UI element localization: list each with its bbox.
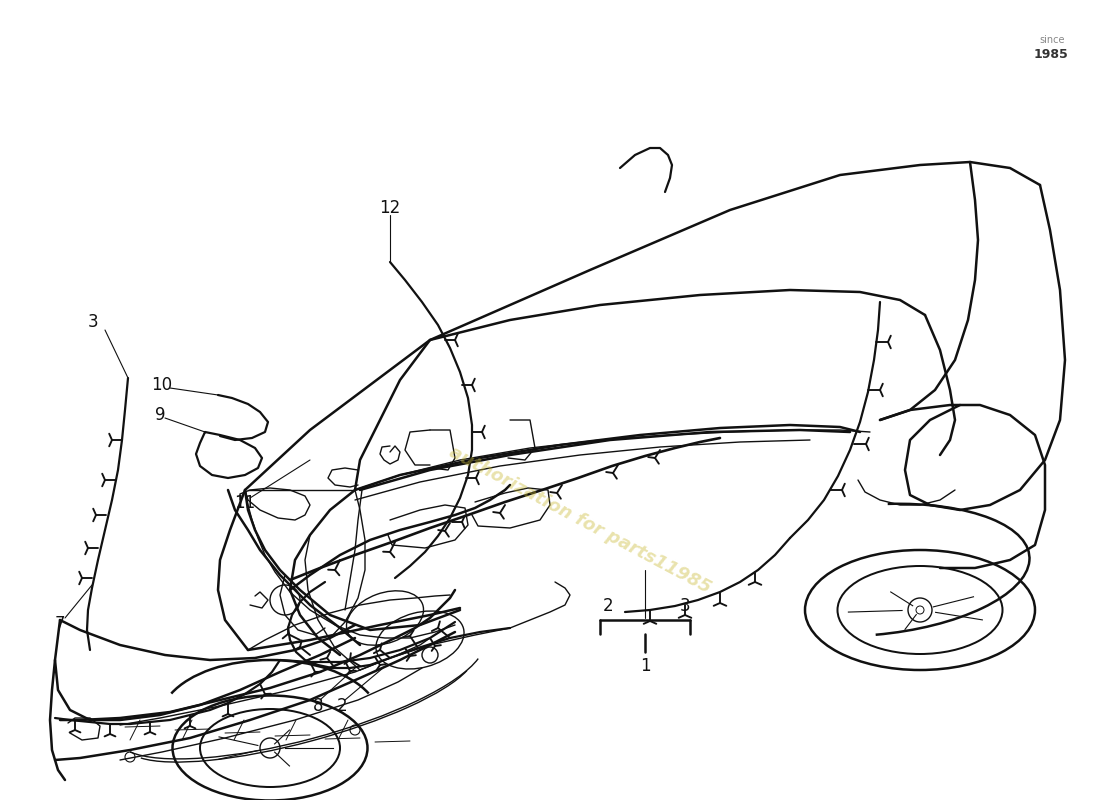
Text: 2: 2 — [337, 697, 348, 715]
Text: 3: 3 — [88, 313, 98, 331]
Text: 12: 12 — [379, 199, 400, 217]
Text: 10: 10 — [152, 376, 173, 394]
Text: 1985: 1985 — [1033, 48, 1068, 61]
Text: 2: 2 — [603, 597, 614, 615]
Text: 8: 8 — [312, 697, 323, 715]
Text: 7: 7 — [55, 615, 65, 633]
Text: 3: 3 — [680, 597, 691, 615]
Text: authorization for parts11985: authorization for parts11985 — [446, 443, 714, 597]
Text: since: since — [1040, 35, 1065, 45]
Text: 11: 11 — [234, 494, 255, 512]
Text: 1: 1 — [640, 657, 650, 675]
Text: 9: 9 — [155, 406, 165, 424]
